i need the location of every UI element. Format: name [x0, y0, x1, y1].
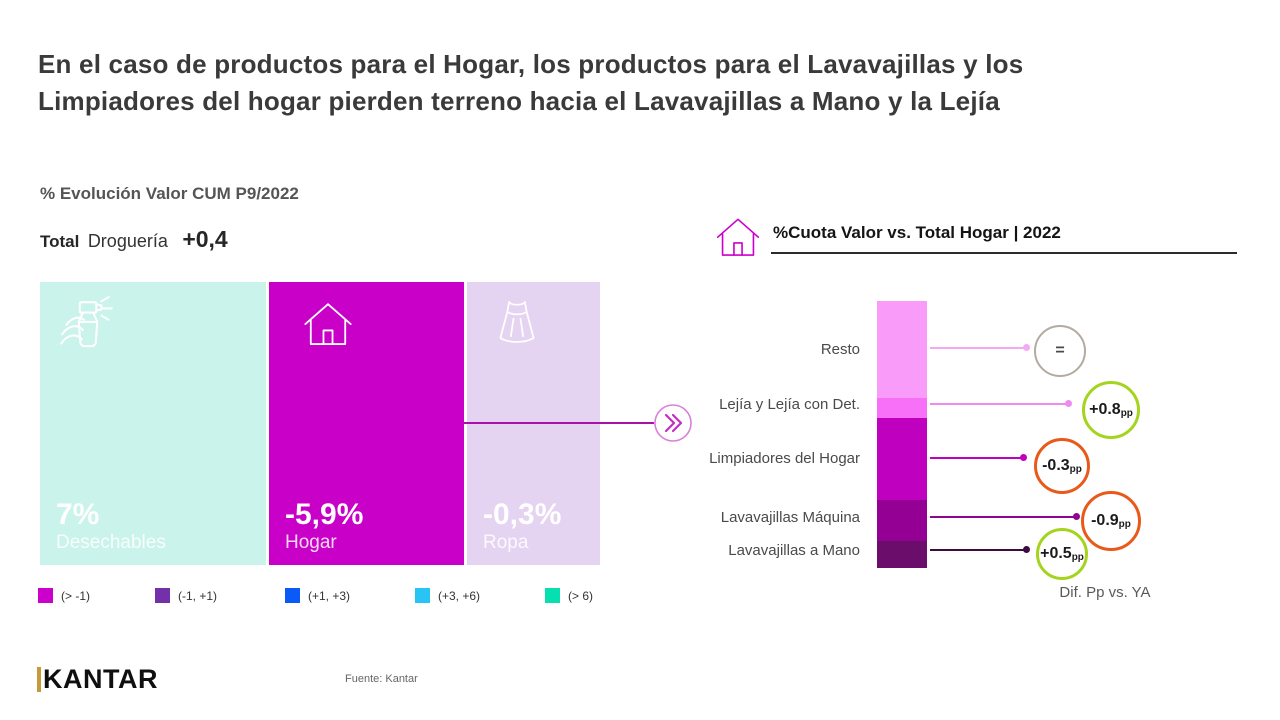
badge-resto: = — [1034, 325, 1086, 377]
bar-hogar: -5,9% Hogar — [269, 282, 464, 565]
badge-resto-value: = — [1055, 342, 1065, 359]
legend-swatch-3 — [415, 588, 430, 603]
legend-label-0: (> -1) — [61, 588, 91, 603]
row-line-resto — [930, 347, 1026, 349]
row-label-lavavajillas-maquina: Lavavajillas Máquina — [720, 509, 860, 526]
evolution-subtitle: % Evolución Valor CUM P9/2022 — [40, 184, 299, 203]
double-chevron-icon — [654, 404, 692, 442]
row-line-lavavajillas-mano — [930, 549, 1026, 551]
house-icon — [304, 303, 352, 345]
badge-lavavajillas-maquina: -0.9 pp — [1081, 491, 1141, 551]
row-label-lavavajillas-mano: Lavavajillas a Mano — [728, 542, 860, 559]
row-dot-limpiadores — [1020, 454, 1027, 461]
badge-lejia: +0.8 pp — [1082, 381, 1140, 439]
dress-icon — [499, 301, 535, 343]
row-dot-lejia — [1065, 400, 1072, 407]
total-category: Droguería — [87, 231, 168, 251]
segment-resto — [877, 301, 927, 398]
segment-lavavajillas-maquina — [877, 500, 927, 541]
bar-label-desechables: Desechables — [56, 532, 166, 553]
row-dot-resto — [1023, 344, 1030, 351]
badge-lavavajillas-mano: +0.5 pp — [1036, 528, 1088, 580]
bar-value-ropa: -0,3% — [483, 498, 562, 531]
share-chart-title-underline — [771, 252, 1237, 254]
slide-title: En el caso de productos para el Hogar, l… — [38, 46, 1248, 120]
row-line-limpiadores — [930, 457, 1023, 459]
segment-limpiadores — [877, 418, 927, 500]
legend-item-3: (+3, +6) — [415, 588, 480, 603]
bar-label-hogar: Hogar — [285, 532, 337, 553]
bar-label-ropa: Ropa — [483, 532, 529, 553]
logo-accent-bar — [37, 667, 41, 692]
legend-swatch-2 — [285, 588, 300, 603]
legend-swatch-1 — [155, 588, 170, 603]
house-icon-header — [716, 218, 760, 256]
diff-footnote: Dif. Pp vs. YA — [1059, 584, 1151, 601]
bar-value-desechables: 7% — [56, 498, 100, 531]
legend-label-1: (-1, +1) — [178, 588, 218, 603]
legend-item-1: (-1, +1) — [155, 588, 217, 603]
row-label-limpiadores: Limpiadores del Hogar — [709, 450, 860, 467]
legend-swatch-4 — [545, 588, 560, 603]
row-line-lejia — [930, 403, 1068, 405]
share-chart-title: %Cuota Valor vs. Total Hogar | 2022 — [773, 223, 1061, 242]
legend-label-3: (+3, +6) — [438, 588, 481, 603]
bar-desechables: 7% Desechables — [40, 282, 266, 565]
row-label-lejia: Lejía y Lejía con Det. — [719, 396, 860, 413]
legend-label-2: (+1, +3) — [308, 588, 351, 603]
bar-value-hogar: -5,9% — [285, 498, 364, 531]
row-dot-lavavajillas-maquina — [1073, 513, 1080, 520]
segment-lavavajillas-mano — [877, 541, 927, 568]
badge-limpiadores-value: -0.3 — [1042, 457, 1070, 474]
legend-label-4: (> 6) — [568, 588, 594, 603]
badge-lavavajillas-mano-value: +0.5 — [1040, 545, 1072, 562]
source-note: Fuente: Kantar — [345, 673, 418, 685]
legend-item-0: (> -1) — [38, 588, 90, 603]
badge-limpiadores: -0.3 pp — [1034, 438, 1090, 494]
slide-title-line2: Limpiadores del hogar pierden terreno ha… — [38, 86, 1000, 116]
total-label: Total — [40, 232, 80, 251]
badge-lejia-value: +0.8 — [1089, 401, 1121, 418]
total-line: Total Droguería +0,4 — [40, 226, 228, 253]
legend-item-4: (> 6) — [545, 588, 593, 603]
row-label-resto: Resto — [820, 341, 860, 358]
row-dot-lavavajillas-mano — [1023, 546, 1030, 553]
kantar-logo: KANTAR — [37, 664, 158, 695]
total-value: +0,4 — [182, 226, 228, 252]
legend-swatch-0 — [38, 588, 53, 603]
row-line-lavavajillas-maquina — [930, 516, 1076, 518]
segment-lejia — [877, 398, 927, 418]
hogar-connector-line — [464, 422, 654, 424]
spray-bottle-icon — [60, 296, 113, 348]
legend-item-2: (+1, +3) — [285, 588, 350, 603]
slide-title-line1: En el caso de productos para el Hogar, l… — [38, 49, 1024, 79]
badge-lavavajillas-maquina-value: -0.9 — [1091, 512, 1119, 529]
logo-text: KANTAR — [43, 664, 158, 694]
